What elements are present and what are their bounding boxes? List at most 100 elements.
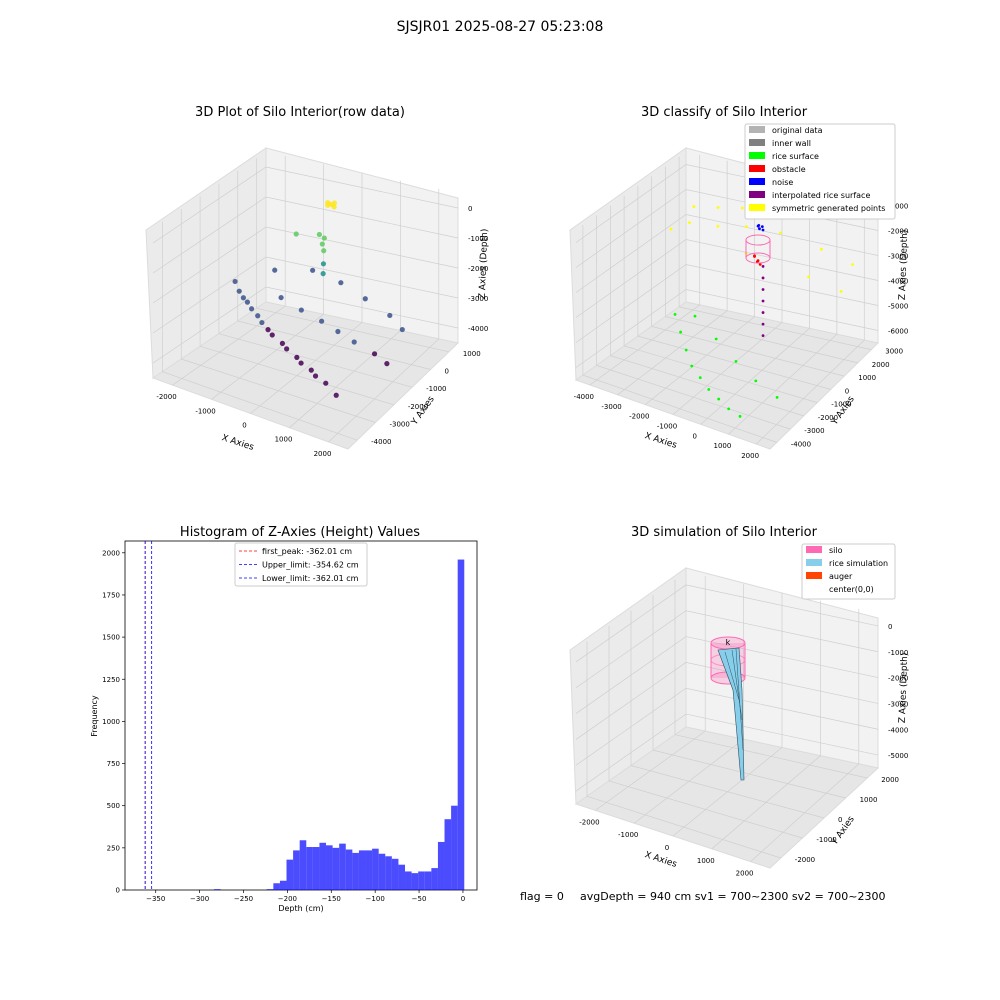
gridline-x	[589, 304, 700, 386]
panel2-zlabel: Z Axies (Depth)	[898, 230, 910, 301]
data-point	[761, 265, 765, 268]
x-tick-label: -1000	[195, 407, 215, 415]
data-point	[319, 241, 325, 247]
gridline-z	[575, 584, 879, 663]
histogram-bar	[424, 871, 432, 890]
y-tick-label: -1000	[426, 385, 446, 393]
histogram-bar	[418, 871, 425, 890]
data-point	[293, 231, 299, 237]
y-tick-label: -3000	[804, 427, 824, 435]
x-tick-label: 0	[692, 432, 696, 440]
gridline-x	[755, 339, 865, 445]
panel1-zlabel: Z Axies (Depth)	[478, 229, 490, 300]
y-tick-label: 0	[838, 816, 842, 824]
panel2-tick-labels: -4000 -3000 -2000 -1000 0 1000 2000 3000 2000 100…	[574, 203, 909, 461]
gridline-z	[575, 214, 879, 293]
y-tick-label: 2000	[872, 361, 890, 369]
footer-flag: flag = 0	[520, 890, 564, 903]
gridline-y	[586, 795, 781, 859]
x-tick-label: -4000	[574, 393, 594, 401]
data-point	[761, 288, 765, 291]
legend-label: obstacle	[772, 165, 806, 174]
legend-label: inner wall	[772, 139, 811, 148]
x-tick-label: 0	[461, 895, 465, 903]
panel3-ylabel: Frequency	[90, 695, 99, 737]
z-tick-label: -1000	[468, 235, 488, 243]
gridline-y	[162, 371, 358, 441]
legend-label: original data	[772, 126, 823, 135]
panel4-ylabel: Y Axies	[829, 814, 857, 847]
panel4-zlabel: Z Axies (Depth)	[898, 653, 910, 724]
gridline-y	[630, 765, 825, 819]
panel1-ylabel: Y Axies	[409, 394, 437, 427]
data-point	[320, 271, 326, 277]
y-tick-label: 0	[845, 387, 849, 395]
data-point	[755, 260, 759, 264]
x-tick-label: 1000	[697, 857, 715, 865]
panel2-floor-pane	[574, 301, 880, 450]
gridline-y	[610, 355, 804, 417]
gridline-y	[651, 326, 845, 377]
y-tick-label: -2000	[795, 856, 815, 864]
gridline-z	[152, 226, 459, 304]
gridline-y	[256, 307, 449, 353]
data-point	[323, 380, 329, 386]
legend-swatch	[749, 126, 765, 133]
legend-label: symmetric generated points	[772, 204, 885, 213]
data-point	[265, 327, 271, 333]
data-point	[335, 328, 341, 335]
panel2-xlabel: X Axies	[643, 431, 678, 451]
data-point	[669, 227, 673, 231]
panel4-floor-pane	[574, 726, 880, 869]
data-point	[236, 288, 242, 294]
gridline-y	[652, 749, 846, 799]
gridline-y	[218, 333, 413, 388]
y-tick-label: 1500	[102, 634, 120, 642]
gridline-y	[637, 335, 831, 390]
data-point	[717, 397, 721, 401]
z-tick-label: -3000	[888, 700, 908, 708]
data-point	[754, 379, 758, 383]
data-point	[371, 351, 378, 357]
panel2-silo-cylinder	[745, 234, 771, 264]
gridline-x	[328, 338, 440, 443]
histogram-bar	[339, 843, 346, 890]
gridline-x	[211, 314, 324, 400]
gridline-z	[152, 166, 459, 244]
panel1-xlabel: X Axies	[220, 433, 255, 453]
legend-label: Upper_limit: -354.62 cm	[262, 561, 359, 570]
data-point	[716, 206, 720, 209]
z-tick-label: -1000	[888, 203, 908, 211]
gridline-z	[575, 239, 879, 318]
data-point	[310, 267, 316, 273]
z-tick-label: -4000	[888, 278, 908, 286]
y-tick-label: 750	[107, 760, 120, 768]
data-point	[248, 306, 255, 312]
x-tick-label: 1000	[275, 436, 293, 444]
data-point	[244, 299, 251, 305]
y-tick-label: 1000	[858, 374, 876, 382]
y-tick-label: -4000	[371, 438, 391, 446]
panel3-legend: first_peak: -362.01 cm Upper_limit: -354.…	[234, 542, 368, 587]
footer-avg-depth: avgDepth = 940 cm sv1 = 700~2300 sv2 = 7…	[580, 890, 886, 903]
legend-label: noise	[772, 178, 793, 187]
data-point	[760, 225, 764, 229]
panel1-tick-labels: -2000 -1000 0 1000 2000 1000 0 -1000 -2000 -3000 -…	[156, 205, 488, 458]
panel1-gridlines	[152, 156, 459, 443]
z-tick-label: -3000	[888, 253, 908, 261]
y-tick-label: 3000	[885, 348, 903, 356]
gridline-z	[575, 662, 879, 740]
x-tick-label: 0	[242, 422, 246, 430]
data-point	[761, 322, 765, 326]
z-tick-label: -4000	[468, 325, 488, 333]
data-point	[753, 255, 756, 258]
x-tick-label: -2000	[156, 393, 176, 401]
data-point	[338, 280, 344, 286]
legend-swatch	[806, 572, 822, 579]
data-point	[673, 313, 677, 316]
figure-suptitle: SJSJR01 2025-08-27 05:23:08	[397, 19, 604, 35]
data-point	[839, 290, 843, 293]
panel4-legend: silo rice simulation auger center(0,0)	[801, 543, 896, 600]
x-tick-label: 2000	[741, 452, 759, 460]
data-point	[693, 314, 697, 318]
